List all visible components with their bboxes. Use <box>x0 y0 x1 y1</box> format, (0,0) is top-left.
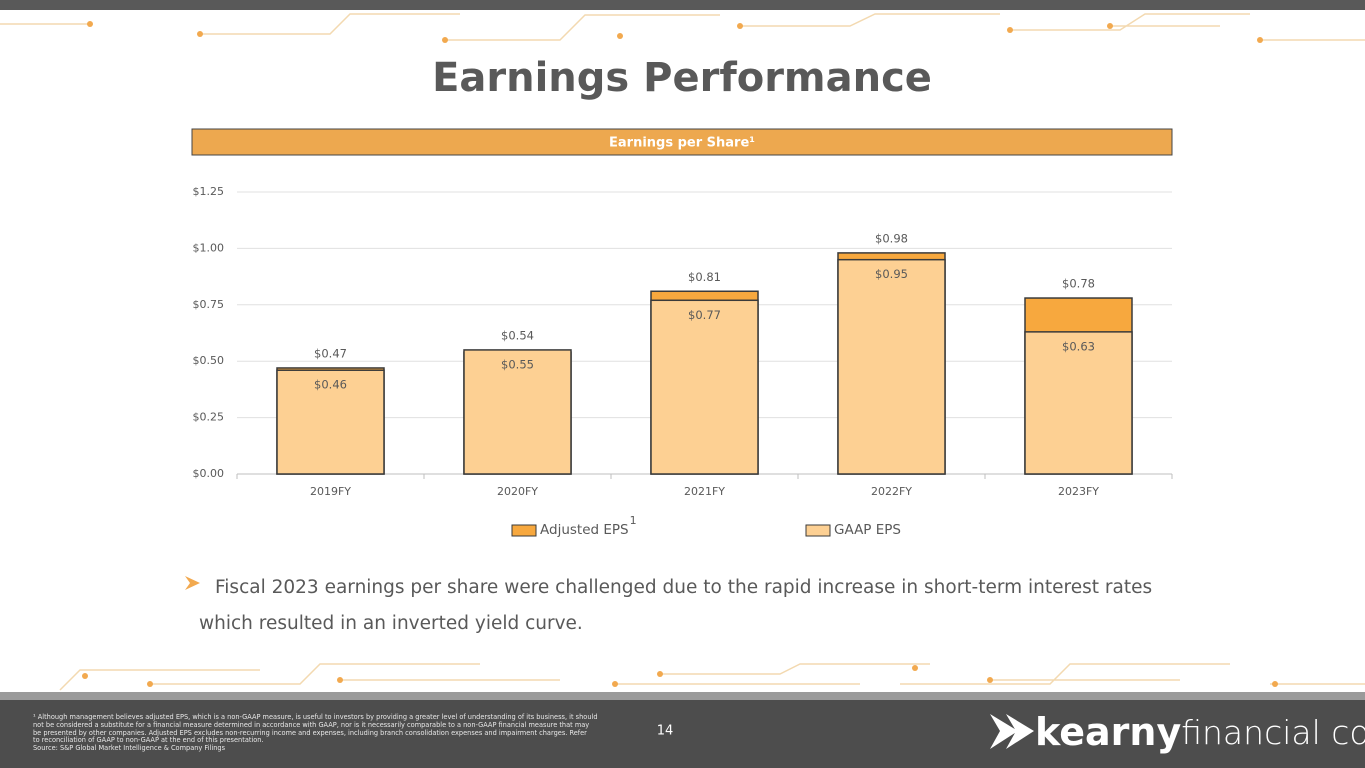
footnote-line: to reconciliation of GAAP to non-GAAP at… <box>33 736 264 745</box>
top-band <box>0 0 1365 10</box>
x-tick-label: 2023FY <box>1058 485 1099 498</box>
legend-label: GAAP EPS <box>834 522 901 538</box>
value-label: $0.98 <box>875 231 908 245</box>
bullet-text: Fiscal 2023 earnings per share were chal… <box>199 577 1153 634</box>
footnote-line: ¹ Although management believes adjusted … <box>33 713 598 721</box>
slide-title: Earnings Performance <box>432 55 932 101</box>
value-label: $0.95 <box>875 267 908 281</box>
value-label: $0.81 <box>688 270 721 284</box>
bar <box>1024 331 1133 475</box>
x-tick-label: 2019FY <box>310 485 351 498</box>
logo-mark <box>990 714 1034 749</box>
bar <box>650 299 759 475</box>
y-tick-label: $0.25 <box>193 411 225 424</box>
y-tick-label: $0.00 <box>193 467 225 480</box>
legend-label: Adjusted EPS <box>540 522 629 538</box>
chart-banner <box>191 128 1173 156</box>
y-tick-label: $1.00 <box>193 241 225 254</box>
circuit-bottom <box>59 663 1365 691</box>
bullet-icon <box>185 576 200 590</box>
value-label: $0.46 <box>314 378 347 392</box>
circuit-dots <box>82 665 1278 687</box>
bar <box>463 349 572 475</box>
chart-title: Earnings per Share¹ <box>609 136 755 151</box>
value-label: $0.47 <box>314 346 347 360</box>
circuit-dots <box>87 21 1263 43</box>
circuit-top <box>0 13 1365 41</box>
y-tick-label: $0.50 <box>193 354 225 367</box>
value-label: $0.63 <box>1062 339 1095 353</box>
logo: kearnyfinancial corp. <box>1035 710 1365 754</box>
value-label: $0.77 <box>688 308 721 322</box>
value-label: $0.54 <box>501 328 534 342</box>
x-tick-label: 2022FY <box>871 485 912 498</box>
y-tick-label: $1.25 <box>193 185 225 198</box>
logo-bold: kearny <box>1035 710 1181 754</box>
footnote-line: be presented by other companies. Adjuste… <box>33 728 587 737</box>
x-tick-label: 2021FY <box>684 485 725 498</box>
bottom-band <box>0 692 1365 700</box>
legend-note: 1 <box>630 514 637 527</box>
legend-swatch <box>511 524 537 537</box>
footer <box>0 700 1365 768</box>
y-tick-label: $0.75 <box>193 298 225 311</box>
footnote-line: Source: S&P Global Market Intelligence &… <box>33 744 226 753</box>
page-number: 14 <box>657 724 674 739</box>
value-label: $0.78 <box>1062 277 1095 291</box>
value-label: $0.55 <box>501 357 534 371</box>
x-tick-label: 2020FY <box>497 485 538 498</box>
legend-swatch <box>805 524 831 537</box>
bar <box>837 258 946 475</box>
footnote-line: not be considered a substitute for a fin… <box>33 720 590 729</box>
logo-light: financial corp. <box>1181 713 1365 752</box>
bar <box>276 369 385 475</box>
footnote: ¹ Although management believes adjusted … <box>33 713 598 753</box>
